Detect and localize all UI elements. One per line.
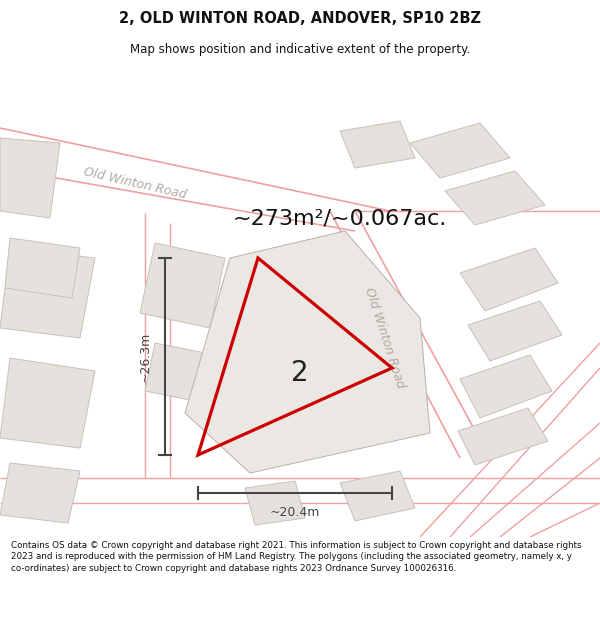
Polygon shape <box>0 248 95 338</box>
Text: Map shows position and indicative extent of the property.: Map shows position and indicative extent… <box>130 42 470 56</box>
Polygon shape <box>460 248 558 311</box>
Polygon shape <box>458 408 548 465</box>
Polygon shape <box>460 355 552 418</box>
Polygon shape <box>185 231 430 473</box>
Text: 2, OLD WINTON ROAD, ANDOVER, SP10 2BZ: 2, OLD WINTON ROAD, ANDOVER, SP10 2BZ <box>119 11 481 26</box>
Polygon shape <box>445 171 545 225</box>
Polygon shape <box>5 238 80 298</box>
Text: ~20.4m: ~20.4m <box>270 506 320 519</box>
Polygon shape <box>340 471 415 521</box>
Polygon shape <box>0 138 60 218</box>
Text: ~26.3m: ~26.3m <box>139 331 151 382</box>
Polygon shape <box>340 121 415 168</box>
Polygon shape <box>245 481 305 525</box>
Text: Old Winton Road: Old Winton Road <box>82 165 188 201</box>
Polygon shape <box>0 358 95 448</box>
Text: Old Winton Road: Old Winton Road <box>362 286 407 390</box>
Text: 2: 2 <box>291 359 309 387</box>
Text: Contains OS data © Crown copyright and database right 2021. This information is : Contains OS data © Crown copyright and d… <box>11 541 581 573</box>
Polygon shape <box>145 343 215 403</box>
Polygon shape <box>468 301 562 361</box>
Text: ~273m²/~0.067ac.: ~273m²/~0.067ac. <box>233 208 447 228</box>
Polygon shape <box>0 463 80 523</box>
Polygon shape <box>140 243 225 328</box>
Polygon shape <box>410 123 510 178</box>
